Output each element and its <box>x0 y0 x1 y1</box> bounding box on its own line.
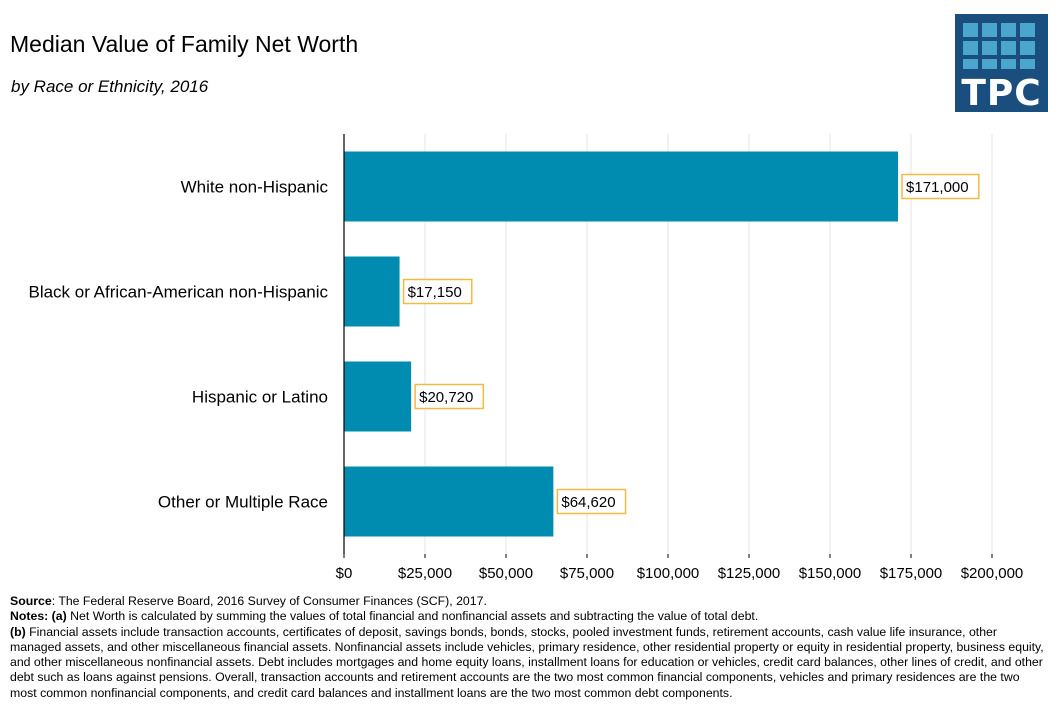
bar <box>344 466 554 537</box>
chart-title: Median Value of Family Net Worth <box>10 31 359 57</box>
bar-chart: White non-Hispanic $171,000 Black or Afric… <box>28 134 1024 582</box>
bar <box>344 256 400 327</box>
logo-square <box>1001 23 1016 37</box>
category-label: White non-Hispanic <box>181 178 329 197</box>
category-label: Hispanic or Latino <box>192 388 328 407</box>
tpc-logo: TPC <box>955 14 1048 112</box>
x-tick-label: $100,000 <box>637 565 700 582</box>
note-b-label: (b) <box>10 624 26 639</box>
logo-square <box>1020 59 1035 69</box>
logo-square <box>963 23 978 37</box>
logo-square <box>982 59 997 69</box>
x-tick-label: $75,000 <box>560 565 614 582</box>
logo-square <box>963 41 978 55</box>
logo-square <box>1001 41 1016 55</box>
note-b-text: Financial assets include transaction acc… <box>10 624 1044 700</box>
data-label: $17,150 <box>408 284 462 301</box>
data-label: $20,720 <box>419 389 473 406</box>
logo-square <box>1001 59 1016 69</box>
x-tick-label: $200,000 <box>961 565 1024 582</box>
bar <box>344 151 899 222</box>
x-tick-label: $0 <box>336 565 353 582</box>
note-a-text: Net Worth is calculated by summing the v… <box>66 609 759 624</box>
category-label: Other or Multiple Race <box>158 493 328 512</box>
category-label: Black or African-American non-Hispanic <box>28 283 328 302</box>
data-label-box <box>556 488 627 515</box>
data-label-box <box>901 173 980 200</box>
source-line: Source: The Federal Reserve Board, 2016 … <box>10 594 1045 609</box>
note-a: Notes: (a) Net Worth is calculated by su… <box>10 609 1045 624</box>
data-label-box <box>414 383 485 410</box>
logo-square <box>963 59 978 69</box>
notes-label: Notes: (a) <box>10 609 67 624</box>
footnotes: Source: The Federal Reserve Board, 2016 … <box>10 594 1045 701</box>
logo-square <box>982 23 997 37</box>
logo-square <box>1020 23 1035 37</box>
x-tick-label: $150,000 <box>799 565 862 582</box>
data-label: $64,620 <box>561 494 615 511</box>
data-label: $171,000 <box>906 179 969 196</box>
source-text: : The Federal Reserve Board, 2016 Survey… <box>51 594 487 608</box>
logo-square <box>982 41 997 55</box>
x-tick-label: $125,000 <box>718 565 781 582</box>
logo-text: TPC <box>961 73 1042 114</box>
note-b: (b) Financial assets include transaction… <box>10 625 1045 701</box>
x-tick-label: $25,000 <box>398 565 452 582</box>
source-label: Source <box>10 594 52 608</box>
logo-square <box>1020 41 1035 55</box>
data-label-box <box>402 278 473 305</box>
x-tick-label: $50,000 <box>479 565 533 582</box>
bar <box>344 361 412 432</box>
chart-subtitle: by Race or Ethnicity, 2016 <box>11 77 209 96</box>
x-tick-label: $175,000 <box>880 565 943 582</box>
